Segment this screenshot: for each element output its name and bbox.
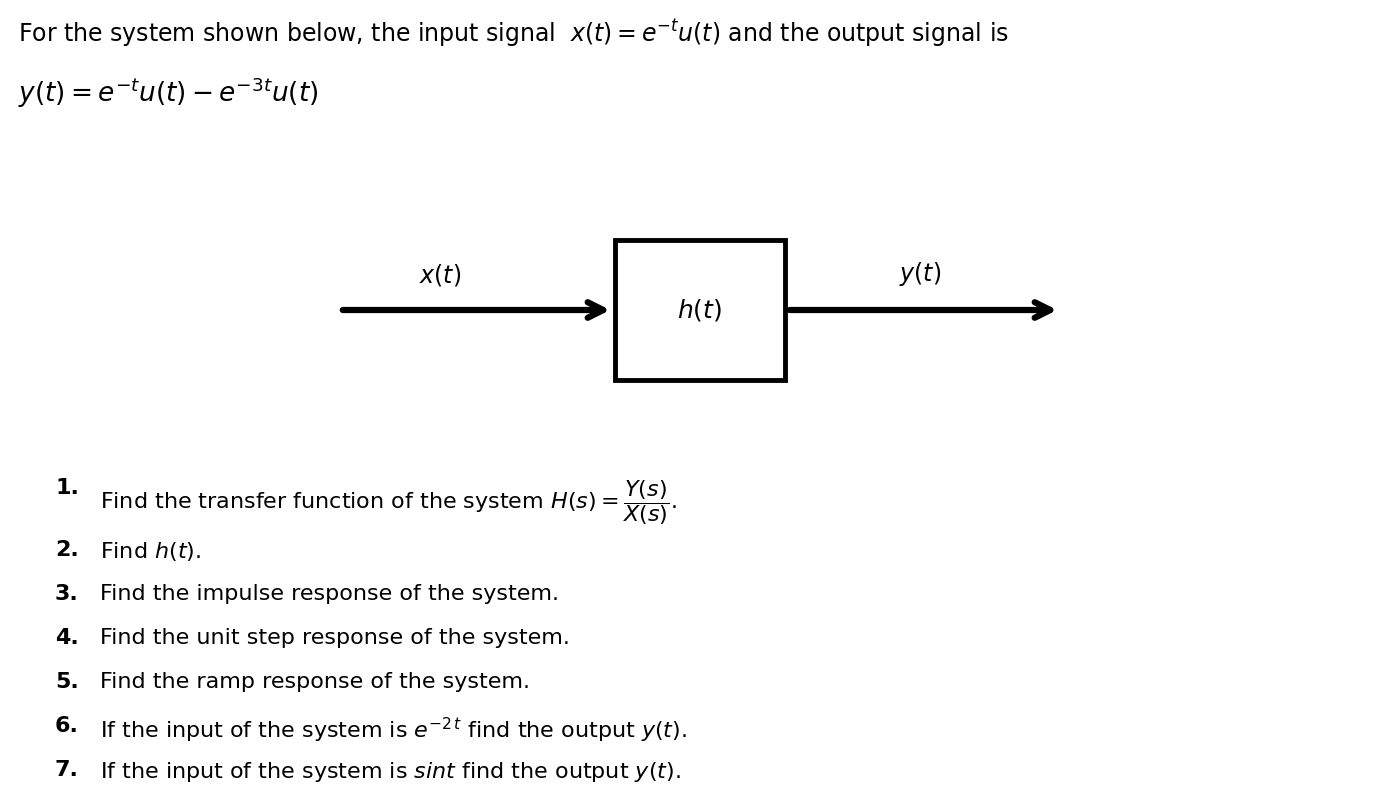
Text: 4.: 4.	[55, 628, 78, 648]
Text: 6.: 6.	[55, 716, 78, 736]
Text: For the system shown below, the input signal  $x(t) = e^{-t}u(t)$ and the output: For the system shown below, the input si…	[18, 18, 1009, 49]
Text: If the input of the system is $e^{-2\,t}$ find the output $y(t)$.: If the input of the system is $e^{-2\,t}…	[99, 716, 687, 745]
Text: 7.: 7.	[55, 760, 78, 780]
Text: Find the unit step response of the system.: Find the unit step response of the syste…	[99, 628, 570, 648]
Text: $x(t)$: $x(t)$	[419, 262, 461, 288]
Text: $y(t) = e^{-t}u(t) - e^{-3t}u(t)$: $y(t) = e^{-t}u(t) - e^{-3t}u(t)$	[18, 75, 318, 110]
Text: 1.: 1.	[55, 478, 78, 498]
Text: Find the transfer function of the system $H(s) = \dfrac{Y(s)}{X(s)}$.: Find the transfer function of the system…	[99, 478, 678, 527]
Text: Find the ramp response of the system.: Find the ramp response of the system.	[99, 672, 531, 692]
Text: 5.: 5.	[55, 672, 78, 692]
Text: Find $h(t)$.: Find $h(t)$.	[99, 540, 202, 563]
Text: $h(t)$: $h(t)$	[678, 297, 722, 323]
Text: 2.: 2.	[55, 540, 78, 560]
Text: If the input of the system is $\mathit{sint}$ find the output $y(t)$.: If the input of the system is $\mathit{s…	[99, 760, 680, 784]
Text: Find the impulse response of the system.: Find the impulse response of the system.	[99, 584, 559, 604]
Text: $y(t)$: $y(t)$	[899, 260, 941, 288]
Text: 3.: 3.	[55, 584, 78, 604]
Bar	[615, 240, 785, 380]
